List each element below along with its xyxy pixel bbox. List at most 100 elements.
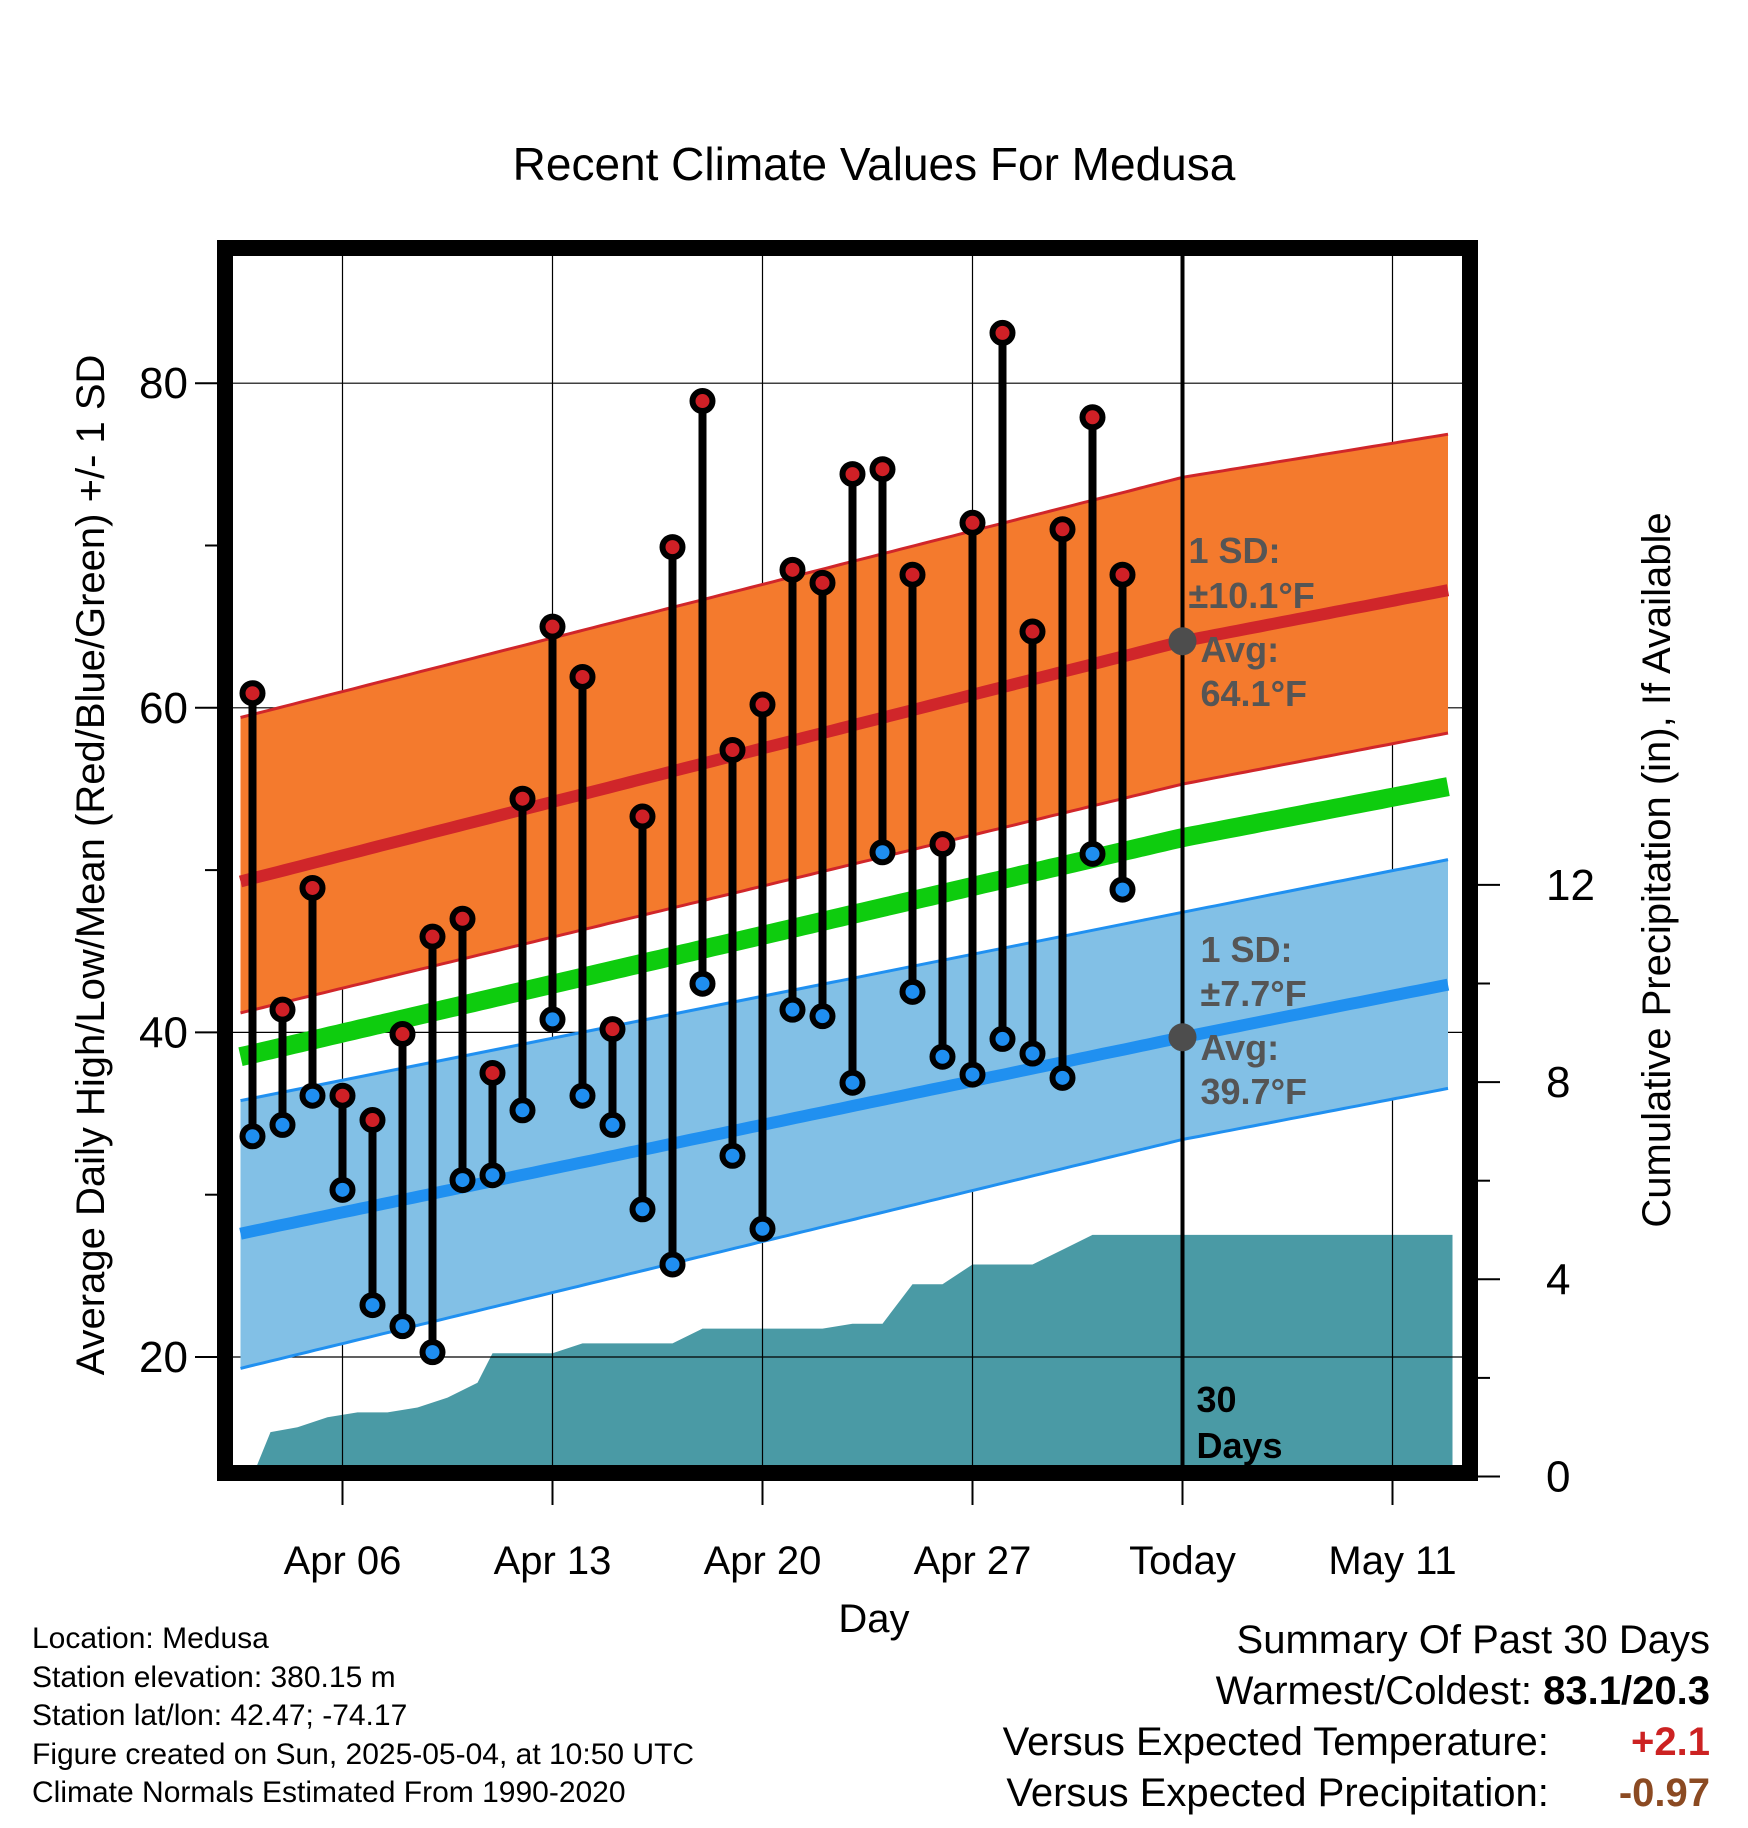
- daily-high-point: [389, 1021, 416, 1048]
- daily-high-point: [929, 831, 956, 858]
- latlon-text: Station lat/lon: 42.47; -74.17: [32, 1699, 408, 1732]
- daily-low-point: [329, 1176, 356, 1203]
- daily-low-point: [569, 1082, 596, 1109]
- y-tick-label: 60: [139, 684, 188, 733]
- y-tick-label: 40: [139, 1008, 188, 1057]
- warm-cold-label: Warmest/Coldest:: [1215, 1669, 1533, 1713]
- precip-label: Versus Expected Precipitation:: [1006, 1771, 1549, 1815]
- daily-low-point: [989, 1025, 1016, 1052]
- normals-text: Climate Normals Estimated From 1990-2020: [32, 1776, 626, 1809]
- created-text: Figure created on Sun, 2025-05-04, at 10…: [32, 1737, 695, 1771]
- summary-panel: Summary Of Past 30 Days Warmest/Coldest:…: [1003, 1615, 1710, 1819]
- daily-low-point: [509, 1097, 536, 1124]
- daily-high-point: [1049, 516, 1076, 543]
- avg-mean-line: [238, 777, 1450, 1066]
- daily-low-point: [719, 1142, 746, 1169]
- daily-low-point: [659, 1251, 686, 1278]
- low-sd-value: ±7.7°F: [1201, 973, 1307, 1014]
- precip-row: Versus Expected Precipitation: -0.97: [1003, 1768, 1710, 1819]
- daily-low-point: [389, 1313, 416, 1340]
- daily-high-point: [659, 534, 686, 561]
- high-sd-label: 1 SD:: [1189, 530, 1281, 571]
- daily-high-point: [599, 1016, 626, 1043]
- daily-low-point: [449, 1167, 476, 1194]
- daily-high-point: [689, 388, 716, 415]
- daily-high-point: [839, 461, 866, 488]
- daily-low-point: [1079, 840, 1106, 867]
- low-sd-band: [240, 859, 1448, 1369]
- daily-high-point: [959, 509, 986, 536]
- daily-low-point: [539, 1006, 566, 1033]
- y2-tick-label: 8: [1546, 1058, 1570, 1107]
- x-tick-label: Today: [1129, 1539, 1236, 1583]
- daily-low-point: [1049, 1064, 1076, 1091]
- daily-high-point: [629, 803, 656, 830]
- plot-frame: [217, 240, 1478, 1481]
- low-avg-label: Avg:: [1201, 1027, 1280, 1068]
- daily-high-point: [419, 923, 446, 950]
- y2-axis-label: Cumulative Precipitation (in), If Availa…: [1635, 512, 1679, 1227]
- x-tick-label: Apr 06: [284, 1539, 402, 1583]
- daily-high-point: [1019, 618, 1046, 645]
- daily-high-point: [569, 663, 596, 690]
- daily-high-point: [269, 996, 296, 1023]
- daily-high-point: [329, 1082, 356, 1109]
- daily-high-point: [809, 569, 836, 596]
- summary-heading: Summary Of Past 30 Days: [1236, 1618, 1710, 1662]
- daily-low-point: [929, 1043, 956, 1070]
- daily-high-point: [299, 874, 326, 901]
- daily-low-point: [869, 839, 896, 866]
- daily-high-point: [539, 613, 566, 640]
- warm-cold-value: 83.1/20.3: [1543, 1669, 1710, 1713]
- x-tick-label: Apr 27: [914, 1539, 1032, 1583]
- daily-low-point: [1109, 876, 1136, 903]
- daily-high-point: [509, 785, 536, 812]
- daily-high-point: [449, 905, 476, 932]
- x-tick-label: May 11: [1328, 1539, 1456, 1583]
- y2-tick-label: 4: [1546, 1255, 1570, 1304]
- days-count-label: 30: [1197, 1379, 1237, 1420]
- daily-low-point: [629, 1196, 656, 1223]
- daily-low-point: [839, 1069, 866, 1096]
- daily-low-point: [779, 996, 806, 1023]
- x-tick-label: Apr 20: [704, 1539, 822, 1583]
- daily-low-point: [479, 1162, 506, 1189]
- daily-high-point: [1079, 404, 1106, 431]
- today-high-avg-marker: [1168, 627, 1197, 656]
- daily-low-point: [239, 1123, 266, 1150]
- high-mean-line: [238, 584, 1450, 888]
- high-avg-label: Avg:: [1201, 629, 1280, 670]
- y-tick-label: 20: [139, 1333, 188, 1382]
- y-tick-label: 80: [139, 359, 188, 408]
- station-info: Location: Medusa Station elevation: 380.…: [32, 1620, 694, 1813]
- y2-tick-label: 12: [1546, 861, 1595, 910]
- low-avg-value: 39.7°F: [1201, 1071, 1307, 1112]
- x-tick-label: Apr 13: [494, 1539, 612, 1583]
- low-upper-line: [240, 858, 1449, 1103]
- daily-low-point: [899, 978, 926, 1005]
- daily-low-point: [359, 1292, 386, 1319]
- daily-high-point: [869, 456, 896, 483]
- y-axis-label: Average Daily High/Low/Mean (Red/Blue/Gr…: [69, 355, 113, 1376]
- daily-high-point: [479, 1059, 506, 1086]
- daily-high-point: [1109, 561, 1136, 588]
- high-avg-value: 64.1°F: [1201, 673, 1307, 714]
- high-upper-line: [240, 432, 1449, 719]
- elevation-text: Station elevation: 380.15 m: [32, 1660, 396, 1694]
- high-lower-line: [240, 731, 1449, 1015]
- daily-high-point: [899, 561, 926, 588]
- days-word-label: Days: [1197, 1425, 1283, 1466]
- daily-low-point: [269, 1111, 296, 1138]
- precip-value: -0.97: [1618, 1771, 1710, 1815]
- temp-value: +2.1: [1631, 1720, 1710, 1764]
- daily-high-point: [359, 1107, 386, 1134]
- low-sd-label: 1 SD:: [1201, 929, 1293, 970]
- daily-low-point: [299, 1082, 326, 1109]
- today-low-avg-marker: [1168, 1023, 1197, 1052]
- low-mean-line: [239, 978, 1450, 1240]
- daily-high-point: [749, 691, 776, 718]
- daily-high-point: [719, 736, 746, 763]
- daily-low-point: [689, 970, 716, 997]
- chart-title: Recent Climate Values For Medusa: [513, 138, 1236, 190]
